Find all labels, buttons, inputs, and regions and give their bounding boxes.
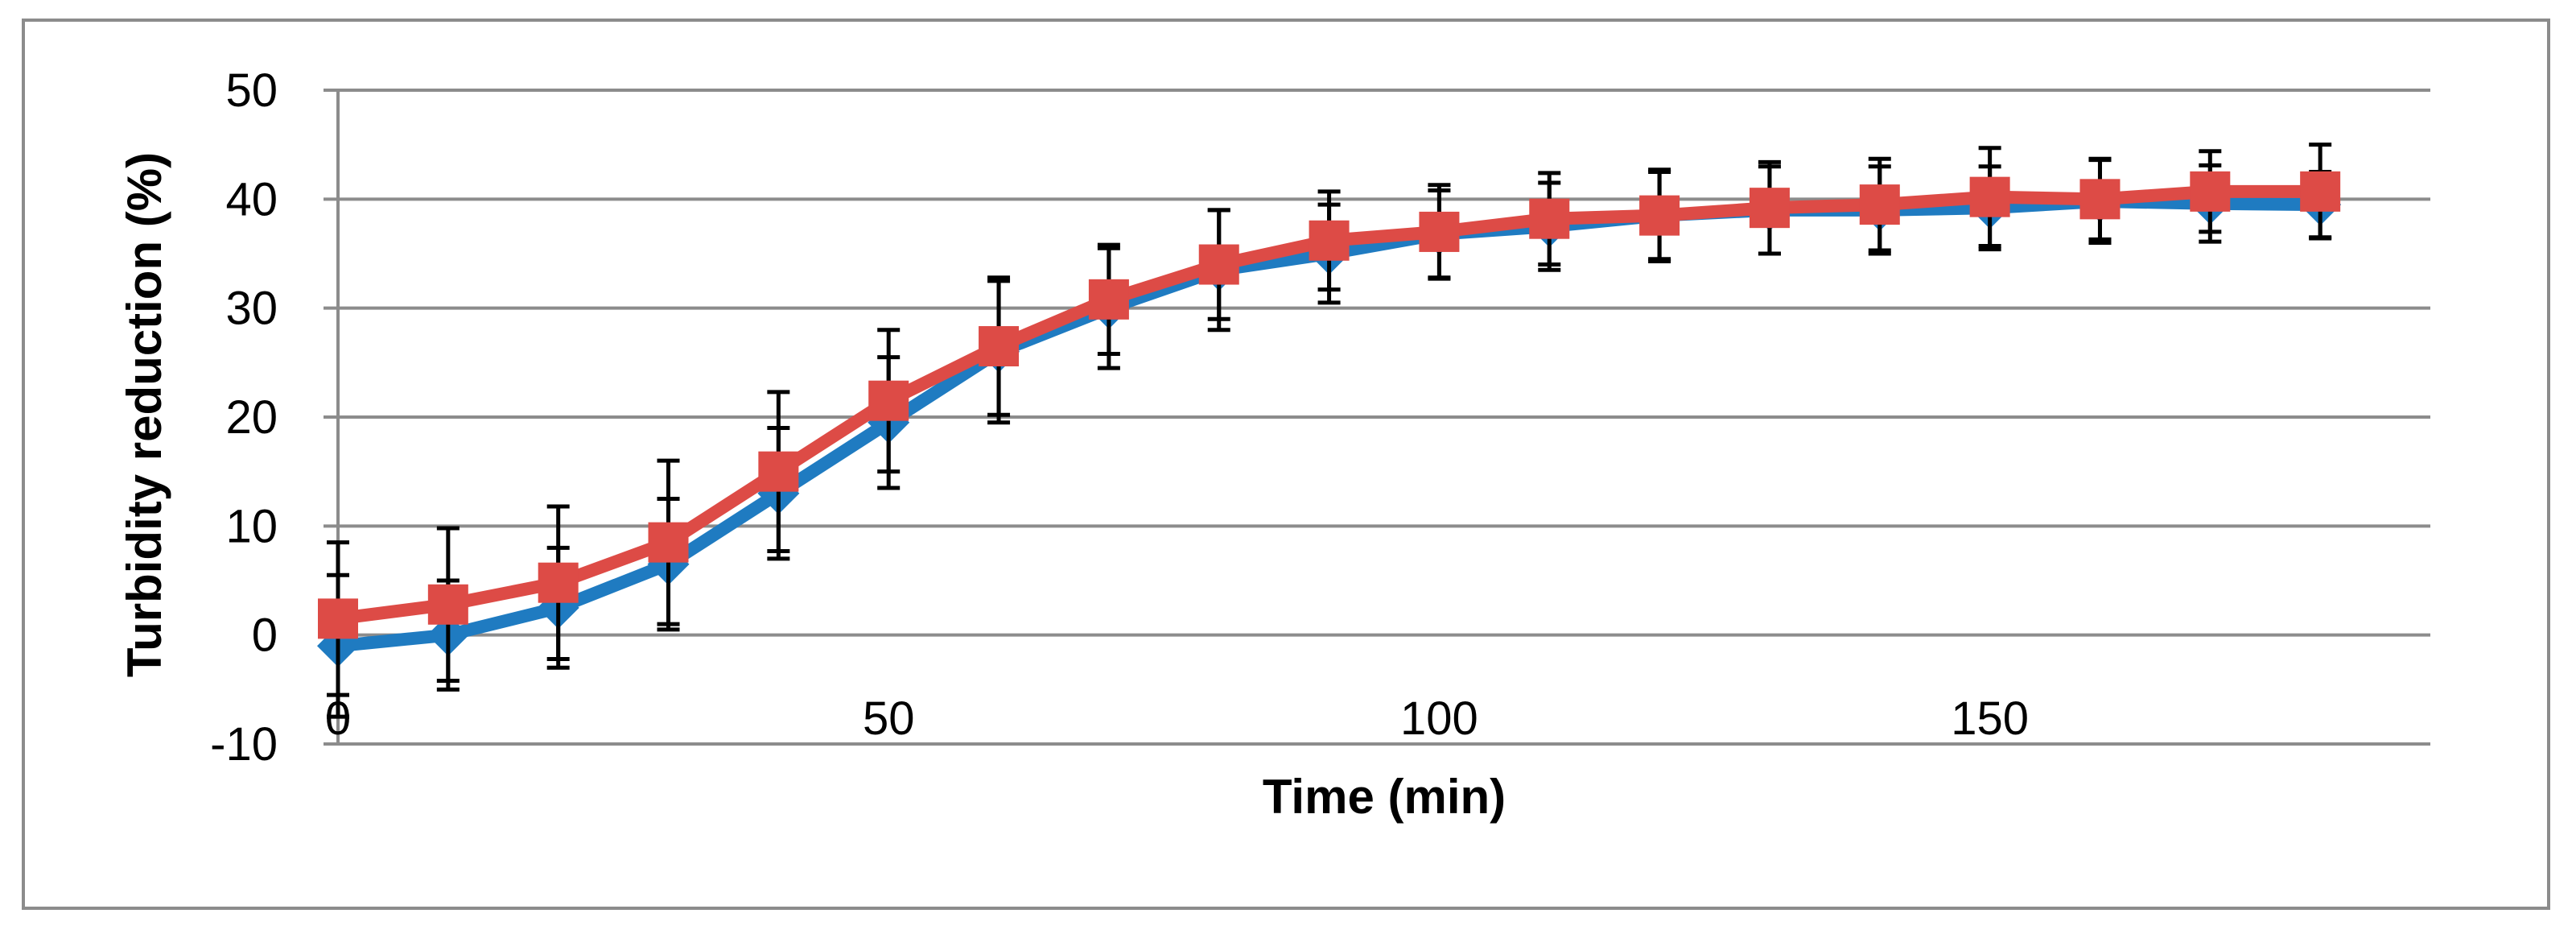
data-point [538, 562, 579, 603]
data-point [2300, 171, 2341, 212]
x-tick-label: 50 [863, 692, 915, 745]
y-tick-label: 10 [225, 500, 278, 552]
data-point [648, 522, 689, 563]
data-point [979, 326, 1020, 367]
x-tick-label: 150 [1951, 692, 2029, 745]
data-point [1198, 244, 1239, 285]
data-point [318, 598, 358, 639]
y-tick-label: -10 [210, 718, 278, 771]
data-point [427, 584, 468, 625]
y-axis-ticks: -10 0 10 20 30 40 50 [210, 64, 278, 771]
y-tick-label: 50 [225, 64, 278, 117]
data-point [1529, 198, 1570, 239]
x-tick-label: 100 [1400, 692, 1478, 745]
chart-frame [22, 19, 2550, 910]
y-axis-title: Turbidity reduction (%) [117, 152, 171, 677]
data-point [1859, 184, 1900, 225]
data-point [868, 380, 909, 421]
series-2 [318, 143, 2341, 697]
x-axis-title: Time (min) [1263, 770, 1506, 824]
data-point [1969, 176, 2010, 217]
data-point [1749, 188, 1790, 229]
data-point [758, 451, 799, 492]
y-tick-label: 40 [225, 173, 278, 225]
data-point [2190, 171, 2231, 212]
series-group [317, 143, 2342, 719]
y-tick-label: 20 [225, 391, 278, 444]
y-tick-label: 30 [225, 283, 278, 335]
data-point [1309, 220, 1350, 261]
data-point [2079, 179, 2121, 220]
data-point [1639, 195, 1680, 236]
data-point [1088, 279, 1129, 320]
data-point [1419, 211, 1460, 252]
y-tick-label: 0 [252, 610, 278, 662]
